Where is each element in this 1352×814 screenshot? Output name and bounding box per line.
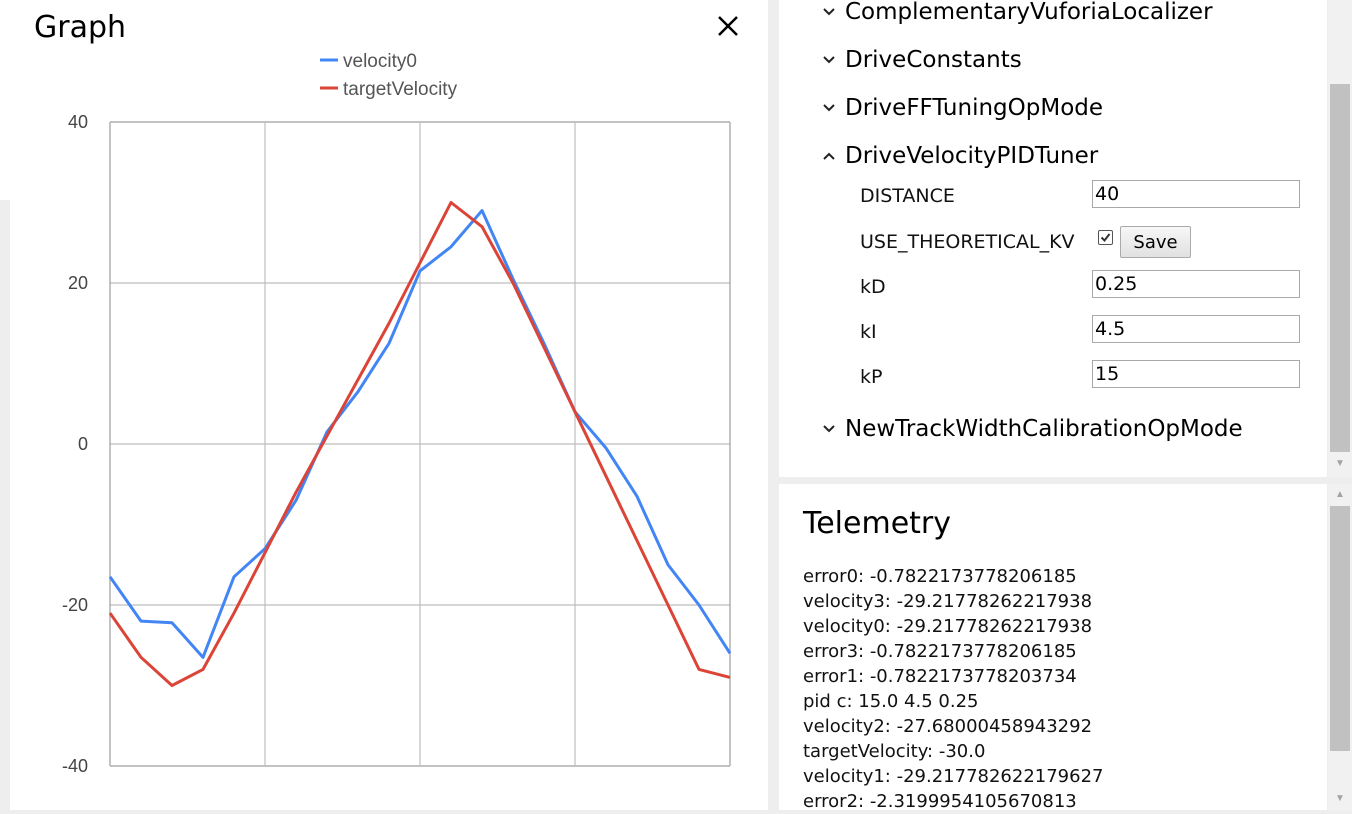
scroll-down-arrow-icon[interactable]: ▼ <box>1335 458 1345 469</box>
graph-title: Graph <box>34 10 127 45</box>
scroll-down-arrow-icon[interactable]: ▼ <box>1335 793 1345 804</box>
use-theoretical-kv-label: USE_THEORETICAL_KV <box>860 231 1075 253</box>
telemetry-line: targetVelocity: -30.0 <box>803 741 986 762</box>
telemetry-line: pid c: 15.0 4.5 0.25 <box>803 691 979 712</box>
telemetry-line: error3: -0.7822173778206185 <box>803 641 1077 662</box>
kp-label: kP <box>860 366 883 388</box>
config-item-label: DriveVelocityPIDTuner <box>845 143 1099 169</box>
config-item-label: NewTrackWidthCalibrationOpMode <box>845 416 1243 442</box>
chevron-down-icon <box>823 104 835 112</box>
config-item-driveffTuningopmode[interactable]: DriveFFTuningOpMode <box>819 93 1103 123</box>
y-tick-label: 20 <box>68 273 88 293</box>
config-item-label: DriveConstants <box>845 47 1022 73</box>
config-item-complementaryvuforialocalizer[interactable]: ComplementaryVuforiaLocalizer <box>819 0 1213 27</box>
line-chart: 40 20 0 -20 -40 velocity0 targetVelocity <box>62 51 732 776</box>
left-edge-panel <box>0 0 10 200</box>
ki-input[interactable] <box>1092 315 1300 343</box>
telemetry-title: Telemetry <box>803 506 952 541</box>
telemetry-line: error1: -0.7822173778203734 <box>803 666 1077 687</box>
save-button[interactable]: Save <box>1120 226 1191 258</box>
config-item-driveconstants[interactable]: DriveConstants <box>819 45 1022 75</box>
ki-label: kI <box>860 321 877 343</box>
chevron-down-icon <box>823 8 835 16</box>
telemetry-scrollbar[interactable]: ▲ ▼ <box>1328 484 1352 810</box>
telemetry-scrollbar-thumb[interactable] <box>1330 506 1350 751</box>
config-item-label: DriveFFTuningOpMode <box>845 95 1104 121</box>
graph-card: Graph 40 20 0 -20 -40 velocity0 targetVelocity <box>10 0 768 810</box>
close-icon[interactable] <box>710 8 746 44</box>
y-tick-label: -20 <box>62 595 88 615</box>
kd-label: kD <box>860 276 886 298</box>
chevron-down-icon <box>823 425 835 433</box>
telemetry-line: error2: -2.3199954105670813 <box>803 791 1077 812</box>
y-tick-label: 40 <box>68 112 88 132</box>
y-tick-label: 0 <box>78 434 88 454</box>
distance-input[interactable] <box>1092 180 1300 208</box>
config-item-newtrackwidthcalibrationopmode[interactable]: NewTrackWidthCalibrationOpMode <box>819 414 1243 444</box>
checkmark-icon <box>1100 233 1111 243</box>
series-line-velocity0 <box>108 209 732 659</box>
chevron-up-icon <box>823 152 835 160</box>
chevron-down-icon <box>823 56 835 64</box>
scroll-up-arrow-icon[interactable]: ▲ <box>1335 489 1345 500</box>
telemetry-line: velocity0: -29.21778262217938 <box>803 616 1093 637</box>
series-line-targetVelocity <box>108 201 731 687</box>
telemetry-line: error0: -0.7822173778206185 <box>803 566 1077 587</box>
kp-input[interactable] <box>1092 360 1300 388</box>
distance-label: DISTANCE <box>860 185 955 207</box>
telemetry-list: error0: -0.7822173778206185 velocity3: -… <box>803 564 1104 814</box>
config-panel: ComplementaryVuforiaLocalizer DriveConst… <box>779 0 1327 477</box>
telemetry-line: velocity3: -29.21778262217938 <box>803 591 1093 612</box>
config-scrollbar[interactable]: ▼ <box>1328 0 1352 477</box>
legend-label-velocity0: velocity0 <box>343 51 417 72</box>
kd-input[interactable] <box>1092 270 1300 298</box>
telemetry-line: velocity2: -27.68000458943292 <box>803 716 1093 737</box>
legend-label-targetVelocity: targetVelocity <box>343 79 458 100</box>
y-tick-label: -40 <box>62 756 88 776</box>
use-theoretical-kv-checkbox[interactable] <box>1098 230 1113 245</box>
config-scrollbar-thumb[interactable] <box>1330 84 1350 452</box>
telemetry-line: velocity1: -29.217782622179627 <box>803 766 1104 787</box>
telemetry-panel: Telemetry error0: -0.7822173778206185 ve… <box>779 484 1327 812</box>
config-item-drivevelocitypidtuner[interactable]: DriveVelocityPIDTuner <box>819 141 1098 171</box>
config-item-label: ComplementaryVuforiaLocalizer <box>845 0 1213 25</box>
